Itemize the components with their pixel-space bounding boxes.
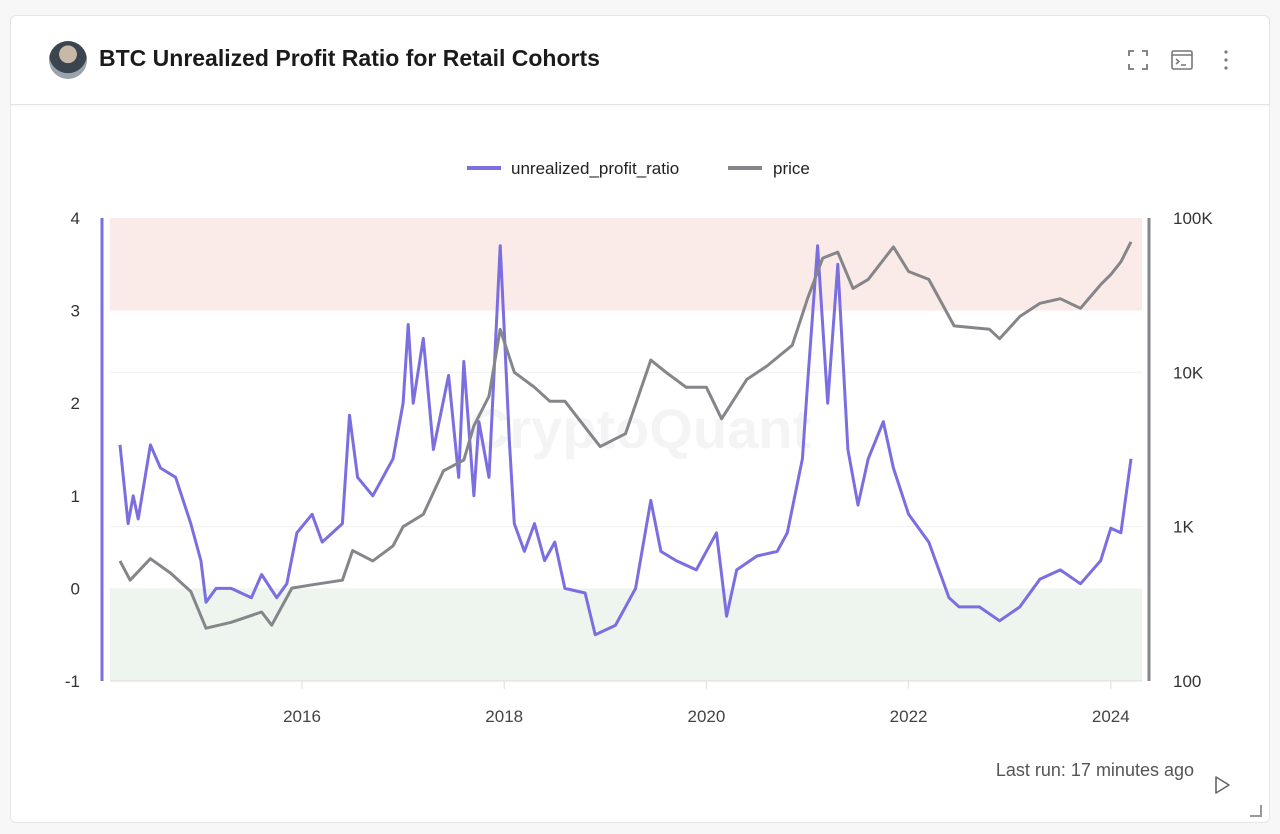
right-tick-label: 100 (1173, 672, 1201, 691)
watermark: CryptoQuant (469, 397, 811, 460)
card-header: BTC Unrealized Profit Ratio for Retail C… (11, 16, 1269, 105)
x-tick-label: 2018 (485, 707, 523, 726)
x-tick-label: 2022 (890, 707, 928, 726)
left-tick-label: 1 (71, 487, 80, 506)
x-tick-label: 2024 (1092, 707, 1130, 726)
left-tick-label: -1 (65, 672, 80, 691)
right-tick-label: 1K (1173, 518, 1194, 537)
right-tick-label: 10K (1173, 363, 1204, 382)
series-line-price (118, 241, 1133, 630)
avatar[interactable] (49, 41, 87, 79)
legend-label: price (773, 159, 810, 178)
last-run-text: Last run: 17 minutes ago (995, 760, 1194, 780)
fullscreen-icon[interactable] (1126, 48, 1150, 72)
right-tick-label: 100K (1173, 209, 1213, 228)
x-tick-label: 2016 (283, 707, 321, 726)
resize-handle[interactable] (1250, 805, 1262, 817)
x-tick-label: 2020 (687, 707, 725, 726)
band-0 (110, 218, 1142, 311)
band-1 (110, 588, 1142, 681)
left-tick-label: 4 (71, 209, 80, 228)
chart-title: BTC Unrealized Profit Ratio for Retail C… (99, 45, 600, 71)
left-tick-label: 2 (71, 394, 80, 413)
left-tick-label: 3 (71, 302, 80, 321)
chart-card: BTC Unrealized Profit Ratio for Retail C… (10, 15, 1270, 823)
series-line-unrealized_profit_ratio (118, 244, 1133, 637)
play-icon[interactable] (1212, 775, 1232, 795)
more-vertical-icon[interactable] (1214, 48, 1238, 72)
terminal-icon[interactable] (1170, 48, 1194, 72)
legend-label: unrealized_profit_ratio (511, 159, 679, 178)
left-tick-label: 0 (71, 579, 80, 598)
